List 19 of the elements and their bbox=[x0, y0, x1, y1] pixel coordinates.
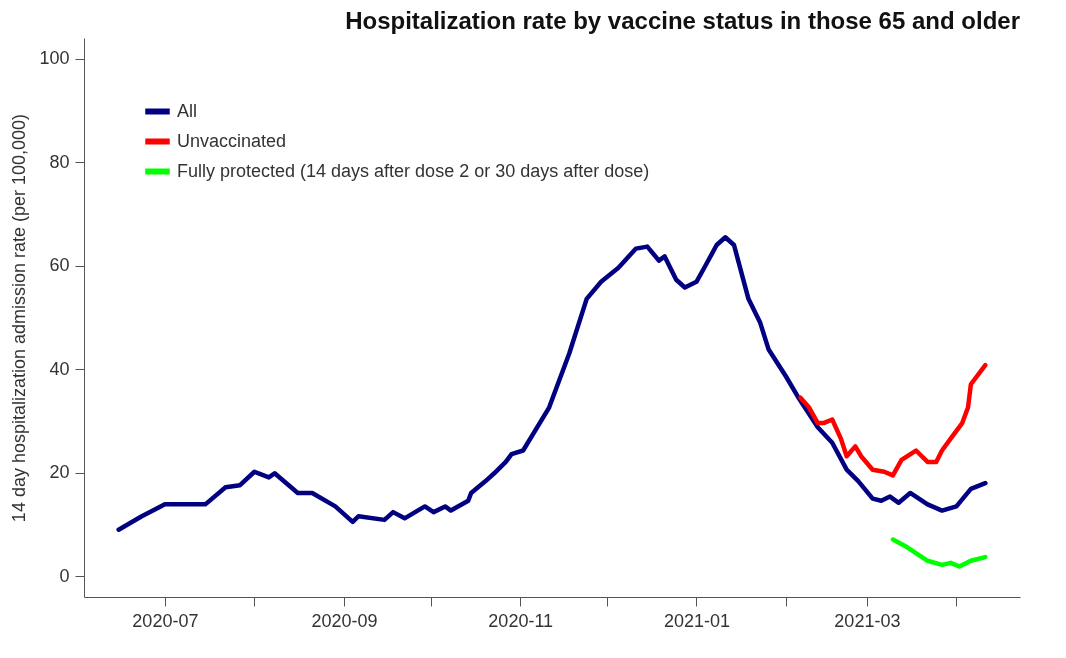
y-tick-label: 100 bbox=[39, 48, 70, 69]
legend-label: Fully protected (14 days after dose 2 or 30 days after dose) bbox=[177, 160, 650, 181]
legend-label: All bbox=[177, 100, 198, 121]
x-tick-label: 2021-01 bbox=[663, 610, 730, 631]
x-tick-label: 2020-11 bbox=[488, 610, 554, 631]
y-tick-label: 60 bbox=[49, 255, 70, 276]
line-series bbox=[798, 362, 988, 478]
line-series bbox=[890, 537, 988, 569]
x-tick-label: 2021-03 bbox=[834, 610, 901, 631]
y-tick-label: 80 bbox=[49, 151, 70, 172]
y-tick-label: 40 bbox=[49, 358, 70, 379]
y-axis-title: 14 day hospitalization admission rate (per 100,000) bbox=[9, 113, 30, 523]
line-series bbox=[116, 235, 988, 532]
chart-title: Hospitalization rate by vaccine status in those 65 and older bbox=[345, 7, 1020, 34]
x-tick-label: 2020-07 bbox=[132, 610, 199, 631]
legend-label: Unvaccinated bbox=[177, 130, 287, 151]
y-tick-label: 0 bbox=[59, 565, 70, 586]
y-tick-label: 20 bbox=[49, 462, 70, 483]
x-tick-label: 2020-09 bbox=[311, 610, 378, 631]
